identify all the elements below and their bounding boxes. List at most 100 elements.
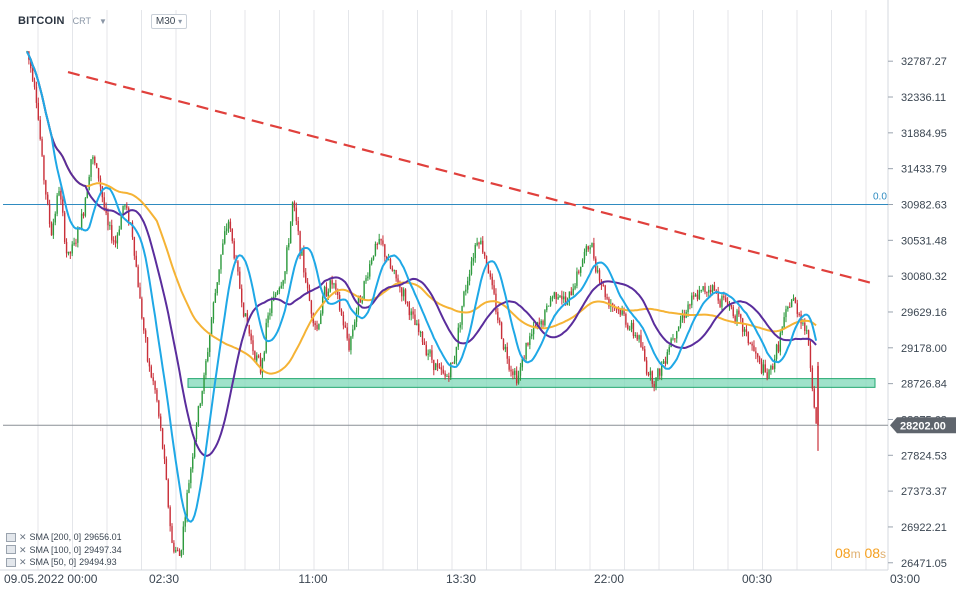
close-icon[interactable]: ✕: [19, 544, 27, 555]
candle-body: [777, 344, 780, 352]
candle-body: [109, 225, 111, 227]
legend-value: 29497.34: [84, 544, 122, 555]
candle-body: [340, 309, 343, 316]
candle-body: [146, 337, 149, 362]
close-icon[interactable]: ✕: [19, 532, 27, 542]
candle-body: [480, 240, 482, 245]
candle-body: [50, 223, 53, 236]
support-zone-rect: [187, 378, 876, 388]
candle-body: [798, 313, 800, 315]
candle-body: [186, 492, 188, 518]
y-tick-label: 27373.37: [901, 486, 947, 498]
close-icon[interactable]: ✕: [19, 557, 27, 567]
candle-body: [730, 304, 733, 308]
candle-body: [431, 350, 433, 360]
candle-body: [126, 205, 128, 209]
candle-body: [563, 296, 565, 300]
trendline-dashed: [67, 71, 877, 286]
candle-body: [672, 338, 674, 340]
candle-body: [293, 202, 296, 208]
candle-body: [436, 363, 439, 368]
candle-body: [212, 302, 215, 320]
settings-icon[interactable]: [6, 532, 16, 542]
candle-body: [399, 285, 401, 288]
candle-body: [303, 249, 305, 273]
candle-body: [540, 320, 542, 325]
candle-body: [557, 296, 559, 299]
candle-body: [47, 194, 49, 204]
candle-body: [154, 381, 156, 390]
candle-body: [239, 271, 241, 289]
candle-body: [261, 359, 264, 373]
candle-body: [555, 292, 557, 299]
candle-body: [333, 283, 335, 285]
candle-body: [753, 345, 755, 352]
candle-body: [719, 300, 721, 307]
candle-body: [73, 242, 75, 245]
candle-body: [197, 406, 200, 425]
candle-body: [71, 244, 73, 254]
y-tick-label: 26922.21: [901, 522, 947, 534]
legend-item[interactable]: ✕ SMA [100, 0] 29497.34: [6, 544, 122, 557]
candle-body: [760, 362, 763, 374]
legend-item[interactable]: ✕ SMA [200, 0] 29656.01: [6, 531, 122, 544]
candle-body: [338, 295, 341, 310]
candle-body: [397, 278, 399, 286]
candle-body: [86, 189, 88, 199]
candle-body: [229, 221, 232, 229]
candle-body: [442, 369, 444, 374]
candle-body: [741, 318, 744, 332]
candle-body: [698, 290, 701, 300]
candle-body: [542, 320, 544, 326]
candle-body: [369, 264, 371, 277]
candle-body: [267, 315, 269, 323]
candle-body: [519, 367, 522, 376]
candle-body: [485, 255, 488, 266]
candle-body: [811, 368, 814, 389]
candle-body: [517, 375, 520, 384]
candle-body: [280, 285, 282, 288]
candle-body: [796, 303, 798, 314]
candle-timer: 08m 08s: [835, 545, 886, 561]
candle-body: [276, 291, 279, 295]
settings-icon[interactable]: [6, 545, 16, 555]
candle-body: [35, 86, 38, 103]
candle-body: [314, 323, 316, 325]
candle-body: [766, 372, 768, 379]
chevron-down-icon[interactable]: ▼: [98, 16, 107, 26]
candle-body: [743, 329, 746, 332]
candle-body: [193, 439, 196, 457]
candle-body: [423, 342, 426, 345]
candle-body: [88, 176, 90, 190]
candle-body: [414, 314, 416, 326]
candle-body: [173, 542, 175, 552]
legend-item[interactable]: ✕ SMA [50, 0] 29494.93: [6, 556, 122, 569]
candle-body: [274, 294, 277, 297]
candle-body: [165, 458, 168, 480]
candle-body: [80, 213, 83, 230]
candle-body: [570, 291, 572, 296]
candle-body: [802, 322, 804, 324]
candle-body: [216, 282, 218, 294]
y-axis: 32787.27 32336.11 31884.95 31433.79 30982.63…: [888, 56, 947, 570]
candle-body: [316, 324, 318, 330]
candle-body: [242, 302, 245, 317]
candle-body: [574, 285, 576, 289]
candle-body: [359, 295, 362, 303]
settings-icon[interactable]: [6, 557, 16, 567]
candle-body: [250, 333, 252, 341]
candle-body: [289, 221, 292, 244]
candle-body: [305, 272, 307, 283]
candle-body: [208, 335, 211, 353]
timeframe-select[interactable]: M30 ▾: [150, 13, 188, 29]
candle-body: [717, 291, 719, 301]
y-tick-label: 32336.11: [901, 92, 946, 104]
candle-body: [677, 326, 680, 332]
candle-body: [310, 300, 313, 314]
sma-lines: [26, 51, 818, 523]
candle-body: [813, 388, 815, 408]
candle-body: [790, 299, 793, 308]
candle-body: [446, 375, 448, 377]
candle-body: [467, 281, 469, 290]
